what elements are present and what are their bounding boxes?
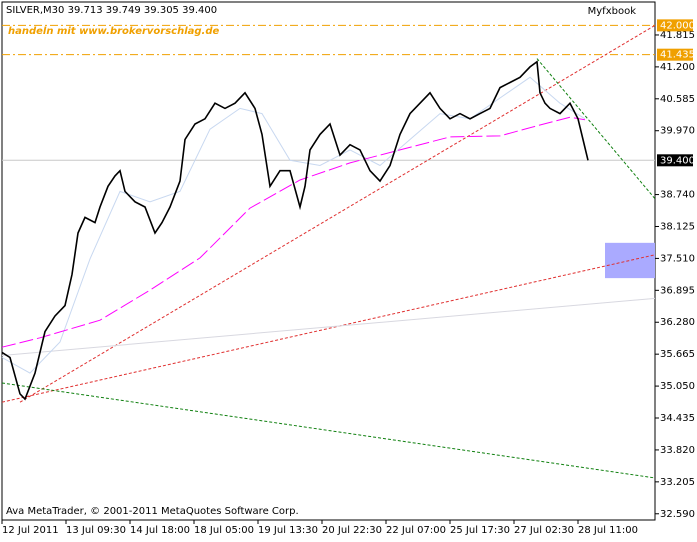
- level-label: 41.435: [660, 50, 695, 61]
- price-line: [1, 76, 586, 374]
- plot-area: [1, 24, 656, 479]
- trendline: [1, 297, 656, 356]
- trendline: [1, 254, 656, 403]
- level-box: [657, 48, 693, 61]
- trendline: [536, 58, 656, 200]
- y-tick-label: 34.435: [660, 413, 695, 424]
- y-tick-label: 38.125: [660, 221, 695, 232]
- x-tick-label: 20 Jul 22:30: [322, 525, 382, 536]
- level-box: [657, 154, 693, 167]
- x-tick-label: 27 Jul 02:30: [514, 525, 574, 536]
- chart-title: SILVER,M30 39.713 39.749 39.305 39.400: [6, 5, 217, 16]
- y-tick-label: 33.820: [660, 445, 695, 456]
- x-tick-label: 13 Jul 09:30: [66, 525, 126, 536]
- x-tick-label: 19 Jul 13:30: [258, 525, 318, 536]
- annotation: handeln mit www.brokervorschlag.de: [8, 26, 220, 37]
- trendline: [19, 24, 656, 403]
- x-tick-label: 25 Jul 17:30: [450, 525, 510, 536]
- y-tick-label: 33.205: [660, 477, 695, 488]
- y-tick-label: 37.510: [660, 253, 695, 264]
- x-tick-label: 22 Jul 07:00: [386, 525, 446, 536]
- y-tick-label: 41.200: [660, 62, 695, 73]
- price-line: [1, 60, 589, 401]
- price-line: [1, 116, 586, 348]
- y-tick-label: 40.585: [660, 94, 695, 105]
- y-tick-label: 38.740: [660, 190, 695, 201]
- y-tick-label: 35.665: [660, 349, 695, 360]
- y-tick-label: 35.050: [660, 381, 695, 392]
- y-tick-label: 36.280: [660, 317, 695, 328]
- y-tick-label: 36.895: [660, 285, 695, 296]
- y-tick-label: 41.815: [660, 30, 695, 41]
- x-tick-label: 28 Jul 11:00: [578, 525, 638, 536]
- y-tick-label: 32.590: [660, 509, 695, 520]
- x-tick-label: 18 Jul 05:00: [194, 525, 254, 536]
- y-tick-label: 39.970: [660, 126, 695, 137]
- level-box: [657, 19, 693, 32]
- level-label: 39.400: [660, 155, 695, 166]
- copyright: Ava MetaTrader, © 2001-2011 MetaQuotes S…: [6, 506, 299, 517]
- zone: [605, 242, 655, 279]
- watermark: Myfxbook: [588, 6, 637, 17]
- x-tick-label: 12 Jul 2011: [2, 525, 59, 536]
- x-tick-label: 14 Jul 18:00: [130, 525, 190, 536]
- level-label: 42.000: [660, 20, 695, 31]
